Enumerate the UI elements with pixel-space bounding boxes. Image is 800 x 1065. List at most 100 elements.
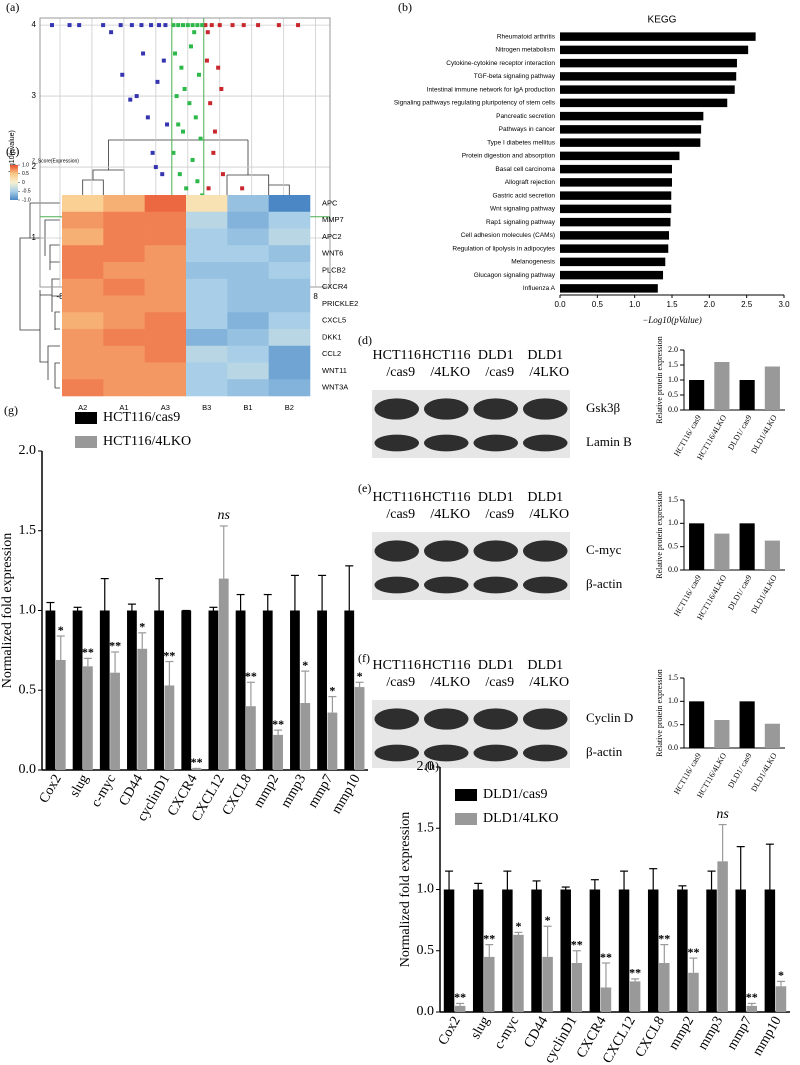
- y-tick-label: 1.0: [668, 518, 678, 527]
- bar: [560, 217, 671, 227]
- lane-label: HCT116: [422, 490, 470, 505]
- heatmap-cell: [144, 262, 187, 280]
- y-tick-label: 0.5: [19, 682, 37, 697]
- heatmap-cell: [227, 329, 269, 347]
- x-tick-label: slug: [67, 772, 92, 800]
- blot-band: [473, 576, 519, 594]
- x-axis-label: −Log10(pValue): [642, 315, 702, 325]
- heatmap-cell: [144, 312, 187, 330]
- colorbar-label: 1.0: [22, 162, 29, 168]
- blot-band: [473, 398, 519, 420]
- significance-label: **: [245, 669, 257, 683]
- point: [195, 179, 200, 184]
- colorbar-label: -0.5: [22, 189, 31, 195]
- band-label: Lamin B: [586, 434, 632, 449]
- legend-swatch: [75, 412, 97, 424]
- point: [206, 186, 211, 191]
- bar: [560, 58, 737, 68]
- y-axis-label: Normalized fold expression: [398, 812, 413, 968]
- category-label: Nitrogen metabolism: [495, 47, 555, 54]
- panel-label: (g): [4, 403, 18, 417]
- significance-label: *: [329, 683, 335, 697]
- band-label: β-actin: [586, 576, 623, 591]
- heatmap-cell: [227, 312, 269, 330]
- panel-label: (c): [6, 144, 19, 158]
- point: [240, 186, 245, 191]
- x-tick-label: DLD1/ cas9: [726, 751, 753, 789]
- heatmap-cell: [268, 245, 311, 263]
- y-axis-label: Relative protein expression: [655, 336, 664, 424]
- bar: [560, 32, 756, 41]
- point: [145, 115, 150, 120]
- panel-label: (b): [398, 0, 412, 14]
- bar: [110, 672, 120, 770]
- heatmap-cell: [268, 362, 311, 380]
- point: [200, 23, 205, 28]
- point: [176, 122, 181, 127]
- bar: [560, 45, 749, 55]
- row-label: CCL2: [322, 349, 341, 358]
- bar: [689, 380, 705, 410]
- lane-label: DLD1: [527, 348, 563, 363]
- bar: [273, 734, 283, 770]
- column-label: A3: [161, 403, 170, 412]
- category-label: Signaling pathways regulating pluripoten…: [394, 100, 556, 107]
- point: [49, 23, 54, 28]
- bar: [560, 125, 702, 134]
- legend-label: DLD1/4LKO: [483, 811, 558, 826]
- legend-swatch: [75, 436, 97, 448]
- heatmap-cell: [144, 295, 187, 313]
- bar: [300, 703, 311, 770]
- bar: [154, 610, 164, 770]
- significance-label: **: [82, 645, 94, 659]
- heatmap-cell: [144, 345, 187, 363]
- lane-label: HCT116: [373, 490, 421, 505]
- significance-label: *: [58, 623, 64, 637]
- bar: [246, 706, 256, 770]
- y-tick-label: 0.0: [417, 1004, 435, 1019]
- point: [203, 23, 208, 28]
- heatmap-cell: [103, 362, 145, 380]
- colorbar: [10, 165, 18, 200]
- lane-label: HCT116: [373, 658, 421, 673]
- row-label: WNT3A: [322, 383, 348, 392]
- row-label: PRICKLE2: [322, 299, 358, 308]
- heatmap-cell: [227, 228, 269, 246]
- bar: [560, 85, 735, 94]
- category-label: Basal cell carcinoma: [495, 166, 555, 173]
- bar: [689, 523, 705, 570]
- bar: [706, 889, 717, 1012]
- x-tick-label: 1.5: [666, 300, 678, 309]
- heatmap-cell: [227, 379, 269, 397]
- point: [196, 72, 201, 77]
- bar: [560, 178, 672, 187]
- bar: [560, 244, 669, 253]
- bar: [560, 164, 672, 174]
- panel-label: (e): [358, 481, 371, 495]
- significance-label: *: [302, 658, 308, 672]
- blot-band: [423, 708, 469, 730]
- x-tick-label: CXCL8: [633, 1014, 668, 1060]
- blot-band: [423, 434, 469, 452]
- heatmap-cell: [62, 362, 104, 380]
- heatmap-cell: [62, 228, 104, 246]
- column-label: A1: [119, 403, 128, 412]
- point: [173, 51, 178, 56]
- bar: [560, 204, 672, 214]
- bar: [714, 533, 730, 570]
- heatmap-cell: [268, 329, 311, 347]
- blot-band: [374, 434, 420, 452]
- point: [134, 94, 139, 99]
- heatmap-cell: [103, 228, 145, 246]
- x-tick-label: mmp7: [725, 1014, 756, 1052]
- category-label: Influenza A: [523, 285, 556, 292]
- point: [139, 23, 144, 28]
- row-label: PLCB2: [322, 265, 346, 274]
- significance-label: **: [163, 648, 175, 662]
- row-label: MMP7: [322, 215, 344, 224]
- x-tick-label: 0.0: [554, 300, 566, 309]
- x-tick-label: -8: [56, 292, 64, 301]
- y-tick-label: 2.0: [417, 759, 435, 774]
- point: [155, 79, 160, 84]
